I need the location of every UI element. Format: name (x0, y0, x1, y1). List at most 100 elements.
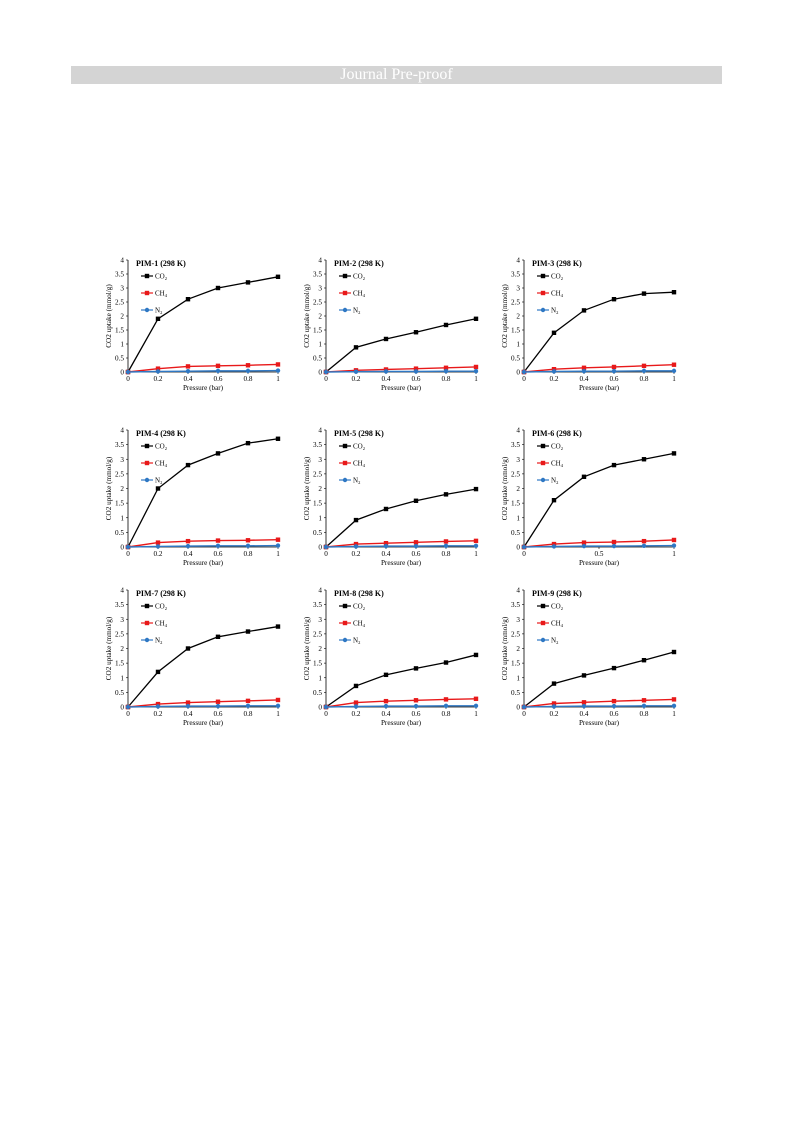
data-point-ch4 (443, 365, 449, 370)
data-point-co2 (185, 646, 191, 651)
data-point-n2 (383, 543, 389, 549)
series-line-ch4 (523, 698, 675, 708)
y-tick-label: 1.5 (313, 500, 322, 508)
data-point-ch4 (551, 367, 557, 372)
data-point-n2 (671, 543, 677, 548)
data-point-n2 (215, 368, 221, 374)
x-axis-title: Pressure (bar) (381, 384, 422, 392)
x-tick-label: 0 (126, 550, 130, 558)
legend-label-co2: CO2 (551, 443, 563, 452)
x-tick-label: 0.5 (595, 550, 604, 558)
y-tick-label: 4 (516, 587, 520, 595)
x-tick-label: 0.4 (184, 550, 193, 558)
chart-pim-4: 0 0.5 1 1.5 2 2.5 3 3.5 4 0 0.2 0.4 0.6 0.8 1 Pressure … (105, 427, 280, 568)
data-point-ch4 (473, 364, 479, 370)
data-point-ch4 (353, 541, 359, 547)
x-tick-label: 1 (672, 550, 676, 558)
series-line-n2 (523, 705, 674, 708)
y-tick-label: 1.5 (511, 327, 520, 335)
data-point-co2 (383, 672, 389, 678)
series-line-ch4 (325, 698, 477, 708)
data-point-co2 (413, 498, 419, 503)
y-tick-label: 0.5 (511, 355, 520, 363)
data-point-co2 (671, 451, 677, 456)
legend-label-n2: N2 (353, 477, 360, 486)
y-tick-label: 3.5 (115, 271, 124, 279)
x-tick-label: 1 (474, 550, 478, 558)
x-tick-label: 0.6 (412, 375, 421, 383)
data-point-ch4 (245, 698, 251, 704)
data-point-co2 (245, 280, 251, 285)
y-tick-label: 2.5 (115, 630, 124, 638)
data-point-n2 (611, 703, 617, 709)
data-point-ch4 (155, 366, 161, 371)
data-point-n2 (611, 543, 617, 549)
data-point-n2 (581, 703, 587, 709)
legend-marker-n2 (540, 307, 546, 313)
data-point-n2 (185, 368, 191, 374)
data-point-co2 (383, 336, 389, 342)
data-point-n2 (413, 369, 419, 374)
x-tick-label: 0 (324, 710, 328, 718)
data-point-ch4 (671, 362, 677, 367)
series-line-co2 (127, 625, 279, 708)
data-point-ch4 (383, 698, 389, 704)
y-tick-label: 2 (516, 485, 520, 493)
data-point-n2 (473, 368, 479, 374)
chart-title: PIM-5 (298 K) (334, 429, 384, 438)
x-tick-label: 1 (474, 710, 478, 718)
data-point-co2 (443, 492, 449, 497)
legend-marker-ch4 (540, 460, 546, 466)
y-tick-label: 0.5 (511, 529, 520, 537)
series-line-ch4 (325, 366, 477, 373)
x-tick-label: 0.2 (352, 375, 361, 383)
data-point-n2 (413, 703, 419, 709)
data-point-co2 (155, 486, 161, 491)
y-tick-label: 1.5 (313, 660, 322, 668)
legend-marker-co2 (144, 443, 150, 449)
y-tick-label: 2 (318, 645, 322, 653)
series-line-co2 (325, 318, 477, 373)
y-tick-label: 1 (516, 341, 520, 349)
y-tick-label: 1 (318, 674, 322, 682)
x-tick-label: 0.2 (352, 550, 361, 558)
y-tick-label: 1.5 (511, 500, 520, 508)
y-tick-label: 3 (318, 285, 322, 293)
data-point-co2 (155, 669, 161, 675)
data-point-n2 (473, 543, 479, 549)
legend-label-ch4: CH4 (155, 290, 168, 299)
y-tick-label: 4 (516, 427, 520, 435)
legend-marker-n2 (144, 477, 150, 483)
data-point-n2 (443, 368, 449, 374)
legend-label-co2: CO2 (155, 273, 167, 282)
legend-marker-n2 (342, 637, 348, 643)
legend-marker-ch4 (540, 290, 546, 296)
data-point-co2 (353, 683, 359, 689)
legend-label-ch4: CH4 (155, 620, 168, 629)
x-tick-label: 1 (276, 710, 280, 718)
x-tick-label: 0.8 (244, 710, 253, 718)
x-axis-title: Pressure (bar) (579, 719, 620, 727)
y-tick-label: 1.5 (313, 327, 322, 335)
data-point-n2 (323, 544, 329, 550)
legend-label-n2: N2 (155, 477, 162, 486)
legend-marker-n2 (342, 477, 348, 483)
y-tick-label: 4 (318, 257, 322, 265)
y-tick-label: 4 (516, 257, 520, 265)
legend-marker-ch4 (144, 460, 150, 466)
data-point-co2 (473, 316, 479, 321)
data-point-n2 (215, 543, 221, 549)
y-axis-title: CO2 uptake (mmol/g) (105, 284, 113, 348)
y-axis-title: CO2 uptake (mmol/g) (303, 616, 311, 680)
data-point-co2 (551, 330, 557, 335)
y-tick-label: 3 (516, 285, 520, 293)
y-tick-label: 1 (120, 674, 124, 682)
legend-label-n2: N2 (155, 307, 162, 316)
x-tick-label: 0.8 (442, 550, 451, 558)
x-tick-label: 0.2 (154, 550, 163, 558)
data-point-co2 (275, 624, 281, 629)
legend-label-n2: N2 (551, 307, 558, 316)
data-point-co2 (443, 660, 449, 665)
data-point-ch4 (611, 364, 617, 370)
x-tick-label: 0.2 (550, 375, 559, 383)
